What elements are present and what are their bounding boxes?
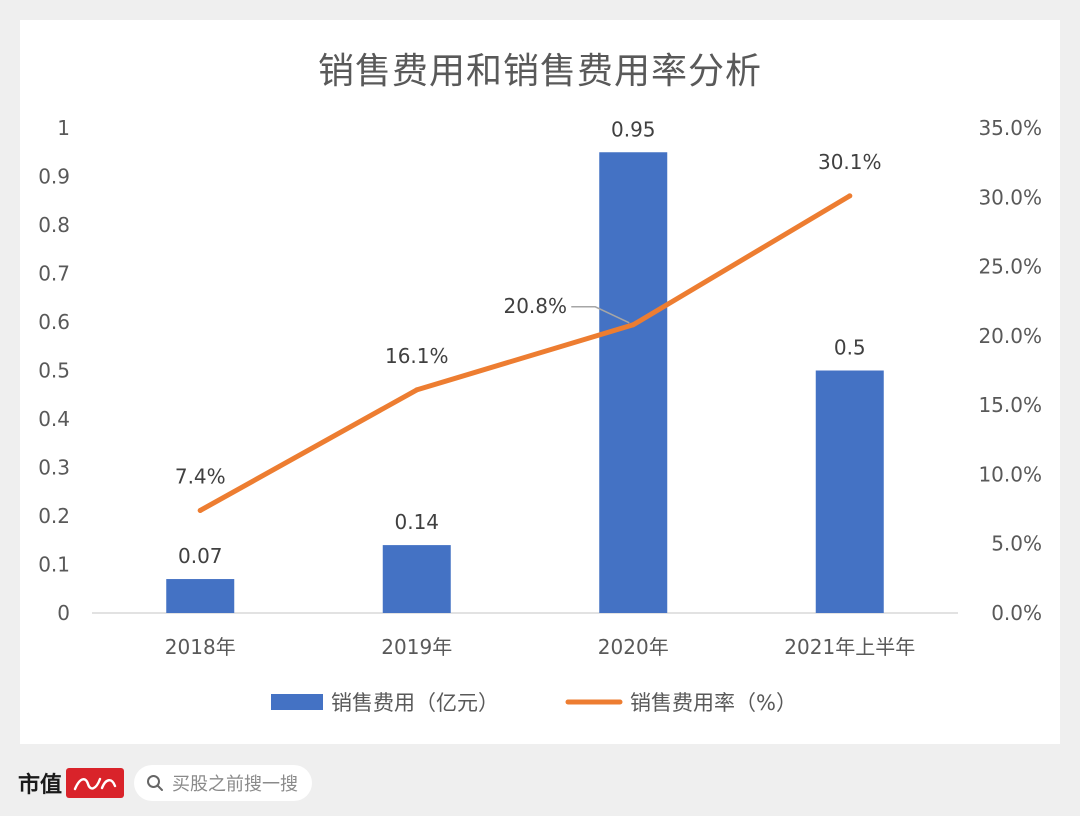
left-axis-tick-label: 0.5 — [38, 359, 70, 383]
search-box[interactable]: 买股之前搜一搜 — [134, 765, 313, 801]
search-icon — [147, 775, 164, 791]
right-axis-ticks: 0.0% 5.0% 10.0% 15.0% 20.0% 25.0% 30.0% 35.0% — [978, 116, 1042, 625]
bar — [382, 545, 451, 613]
combo-chart: 0 0.1 0.2 0.3 0.4 0.5 0.6 0.7 0.8 0.9 1 0.0% 5.0% 10… — [38, 116, 1042, 715]
right-axis-tick-label: 5.0% — [991, 532, 1042, 556]
bar-data-label: 0.95 — [611, 117, 656, 141]
left-axis-tick-label: 0 — [57, 601, 70, 625]
bar — [815, 370, 884, 613]
footer-bar: 市值 买股之前搜一搜 — [18, 763, 313, 803]
bar — [599, 152, 668, 613]
left-axis-tick-label: 0.7 — [38, 262, 70, 286]
search-placeholder: 买股之前搜一搜 — [172, 774, 299, 795]
line-point — [414, 387, 420, 393]
line-data-label: 16.1% — [385, 344, 449, 368]
legend-line-label: 销售费用率（%） — [630, 691, 797, 715]
bar-data-labels: 0.07 0.14 0.95 0.5 — [178, 117, 866, 568]
left-axis-tick-label: 0.1 — [38, 553, 70, 577]
right-axis-tick-label: 15.0% — [978, 393, 1042, 417]
left-axis-tick-label: 0.9 — [38, 165, 70, 189]
left-axis-ticks: 0 0.1 0.2 0.3 0.4 0.5 0.6 0.7 0.8 0.9 1 — [38, 116, 70, 625]
rate-line — [197, 193, 853, 513]
left-axis-tick-label: 0.8 — [38, 213, 70, 237]
brand-name: 市值 — [18, 772, 63, 798]
right-axis-tick-label: 10.0% — [978, 462, 1042, 486]
legend-bar-swatch — [271, 694, 323, 710]
legend: 销售费用（亿元） 销售费用率（%） — [271, 691, 797, 715]
line-point — [197, 507, 203, 513]
chart-title: 销售费用和销售费用率分析 — [317, 51, 762, 92]
right-axis-tick-label: 20.0% — [978, 324, 1042, 348]
line-data-label: 20.8% — [503, 294, 567, 318]
line-data-label: 30.1% — [818, 150, 882, 174]
x-axis-label: 2021年上半年 — [784, 635, 915, 659]
bar-data-label: 0.14 — [394, 510, 439, 534]
line-data-label: 7.4% — [175, 464, 226, 488]
left-axis-tick-label: 0.3 — [38, 456, 70, 480]
x-axis-label: 2018年 — [165, 635, 236, 659]
right-axis-tick-label: 0.0% — [991, 601, 1042, 625]
line-data-labels: 7.4% 16.1% 20.8% 30.1% — [175, 150, 882, 489]
bar-data-label: 0.07 — [178, 544, 223, 568]
left-axis-tick-label: 0.6 — [38, 310, 70, 334]
line-point — [630, 322, 636, 328]
bar — [166, 579, 235, 613]
chart-card — [20, 20, 1060, 744]
left-axis-tick-label: 0.2 — [38, 504, 70, 528]
line-series — [197, 193, 853, 513]
left-axis-tick-label: 0.4 — [38, 407, 70, 431]
label-leader-line — [571, 306, 630, 324]
left-axis-tick-label: 1 — [57, 116, 70, 140]
right-axis-tick-label: 35.0% — [978, 116, 1042, 140]
bar-data-label: 0.5 — [834, 336, 866, 360]
x-axis-label: 2019年 — [381, 635, 452, 659]
legend-bar-label: 销售费用（亿元） — [331, 691, 499, 715]
line-point — [847, 193, 853, 199]
brand-logo-icon — [66, 768, 125, 798]
right-axis-tick-label: 25.0% — [978, 255, 1042, 279]
x-axis-labels: 2018年 2019年 2020年 2021年上半年 — [165, 635, 915, 659]
bar-series — [166, 152, 884, 613]
right-axis-tick-label: 30.0% — [978, 185, 1042, 209]
x-axis-label: 2020年 — [598, 635, 669, 659]
